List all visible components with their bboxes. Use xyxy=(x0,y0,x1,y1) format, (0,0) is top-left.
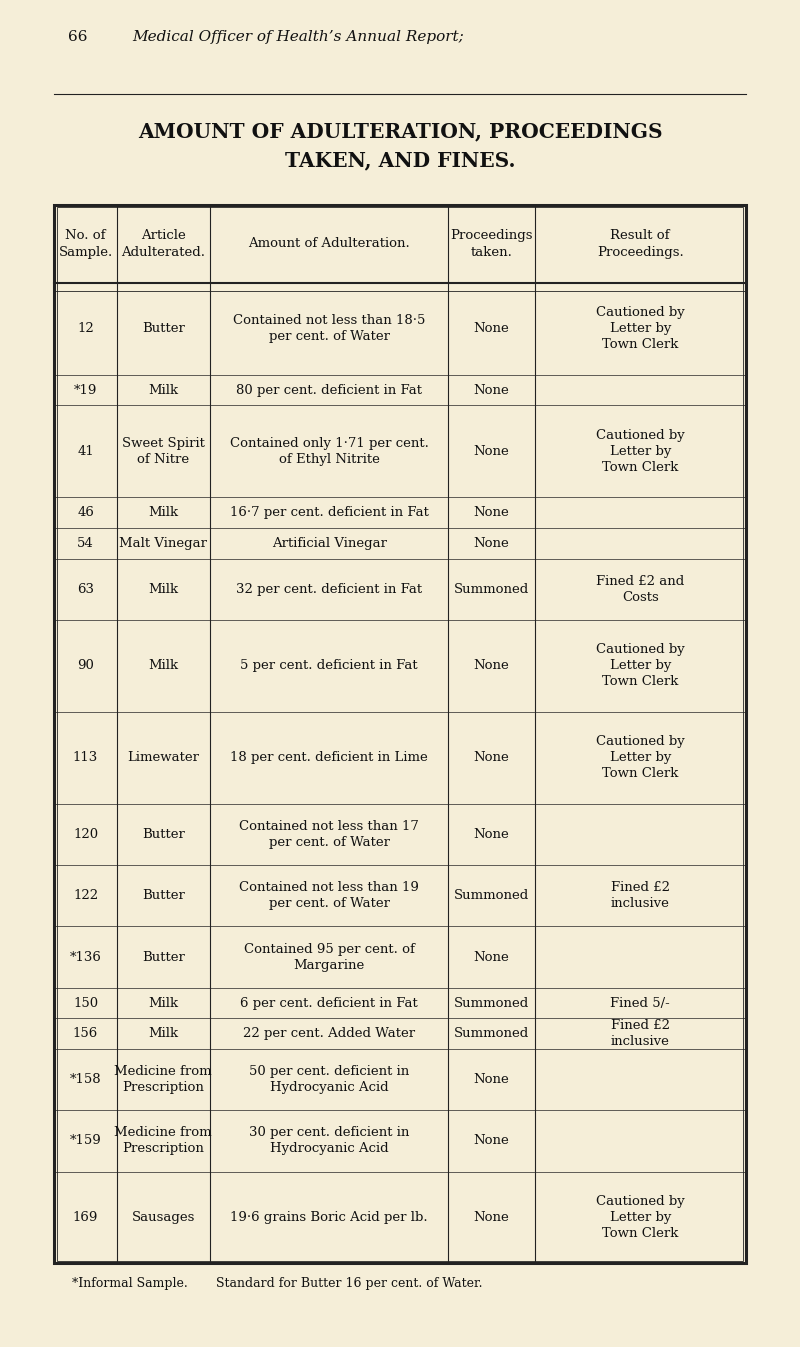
Text: 6 per cent. deficient in Fat: 6 per cent. deficient in Fat xyxy=(240,997,418,1009)
Text: None: None xyxy=(474,537,510,550)
Text: Fined 5/-: Fined 5/- xyxy=(610,997,670,1009)
Text: Result of
Proceedings.: Result of Proceedings. xyxy=(597,229,683,259)
Text: No. of
Sample.: No. of Sample. xyxy=(58,229,113,259)
Text: Sausages: Sausages xyxy=(131,1211,195,1224)
Text: 66: 66 xyxy=(68,30,87,43)
Text: Fined £2
inclusive: Fined £2 inclusive xyxy=(610,881,670,911)
Text: 54: 54 xyxy=(77,537,94,550)
Text: 113: 113 xyxy=(73,752,98,764)
Text: Proceedings
taken.: Proceedings taken. xyxy=(450,229,533,259)
Text: Contained not less than 17
per cent. of Water: Contained not less than 17 per cent. of … xyxy=(239,820,419,849)
Text: Artificial Vinegar: Artificial Vinegar xyxy=(272,537,386,550)
Text: Butter: Butter xyxy=(142,951,185,963)
Text: None: None xyxy=(474,384,510,396)
Text: 16·7 per cent. deficient in Fat: 16·7 per cent. deficient in Fat xyxy=(230,506,429,519)
Text: 169: 169 xyxy=(73,1211,98,1224)
Text: 156: 156 xyxy=(73,1028,98,1040)
Text: Summoned: Summoned xyxy=(454,583,530,595)
Text: Medicine from
Prescription: Medicine from Prescription xyxy=(114,1126,212,1156)
Text: Milk: Milk xyxy=(148,506,178,519)
Text: Cautioned by
Letter by
Town Clerk: Cautioned by Letter by Town Clerk xyxy=(596,644,685,688)
Text: Medicine from
Prescription: Medicine from Prescription xyxy=(114,1065,212,1094)
Text: Limewater: Limewater xyxy=(127,752,199,764)
Text: Cautioned by
Letter by
Town Clerk: Cautioned by Letter by Town Clerk xyxy=(596,735,685,780)
Text: TAKEN, AND FINES.: TAKEN, AND FINES. xyxy=(285,151,515,171)
Text: None: None xyxy=(474,660,510,672)
Text: Summoned: Summoned xyxy=(454,1028,530,1040)
Text: 46: 46 xyxy=(77,506,94,519)
Text: 12: 12 xyxy=(77,322,94,335)
Text: Standard for Butter 16 per cent. of Water.: Standard for Butter 16 per cent. of Wate… xyxy=(216,1277,482,1290)
Text: None: None xyxy=(474,951,510,963)
Text: Milk: Milk xyxy=(148,660,178,672)
Text: Cautioned by
Letter by
Town Clerk: Cautioned by Letter by Town Clerk xyxy=(596,428,685,474)
Text: None: None xyxy=(474,1074,510,1086)
Text: *158: *158 xyxy=(70,1074,102,1086)
Text: 80 per cent. deficient in Fat: 80 per cent. deficient in Fat xyxy=(236,384,422,396)
Text: 32 per cent. deficient in Fat: 32 per cent. deficient in Fat xyxy=(236,583,422,595)
Text: *159: *159 xyxy=(70,1134,102,1148)
Text: Fined £2
inclusive: Fined £2 inclusive xyxy=(610,1020,670,1048)
Text: Butter: Butter xyxy=(142,322,185,335)
Text: Milk: Milk xyxy=(148,384,178,396)
Text: 122: 122 xyxy=(73,889,98,902)
Text: 41: 41 xyxy=(77,445,94,458)
Text: Article
Adulterated.: Article Adulterated. xyxy=(122,229,206,259)
Text: 5 per cent. deficient in Fat: 5 per cent. deficient in Fat xyxy=(240,660,418,672)
Text: Milk: Milk xyxy=(148,997,178,1009)
Text: Amount of Adulteration.: Amount of Adulteration. xyxy=(248,237,410,251)
Text: None: None xyxy=(474,752,510,764)
Text: Medical Officer of Health’s Annual Report;: Medical Officer of Health’s Annual Repor… xyxy=(132,30,464,43)
Text: Cautioned by
Letter by
Town Clerk: Cautioned by Letter by Town Clerk xyxy=(596,306,685,352)
Text: None: None xyxy=(474,445,510,458)
Text: Contained only 1·71 per cent.
of Ethyl Nitrite: Contained only 1·71 per cent. of Ethyl N… xyxy=(230,436,429,466)
Text: 150: 150 xyxy=(73,997,98,1009)
Text: Contained not less than 19
per cent. of Water: Contained not less than 19 per cent. of … xyxy=(239,881,419,911)
Text: Butter: Butter xyxy=(142,889,185,902)
Text: AMOUNT OF ADULTERATION, PROCEEDINGS: AMOUNT OF ADULTERATION, PROCEEDINGS xyxy=(138,121,662,141)
Text: Malt Vinegar: Malt Vinegar xyxy=(119,537,207,550)
Text: 19·6 grains Boric Acid per lb.: 19·6 grains Boric Acid per lb. xyxy=(230,1211,428,1224)
Text: Cautioned by
Letter by
Town Clerk: Cautioned by Letter by Town Clerk xyxy=(596,1195,685,1241)
Text: None: None xyxy=(474,506,510,519)
Text: 63: 63 xyxy=(77,583,94,595)
Text: 30 per cent. deficient in
Hydrocyanic Acid: 30 per cent. deficient in Hydrocyanic Ac… xyxy=(249,1126,410,1156)
Text: *19: *19 xyxy=(74,384,97,396)
Text: Fined £2 and
Costs: Fined £2 and Costs xyxy=(596,575,684,603)
Text: 22 per cent. Added Water: 22 per cent. Added Water xyxy=(243,1028,415,1040)
Text: 90: 90 xyxy=(77,660,94,672)
Text: 18 per cent. deficient in Lime: 18 per cent. deficient in Lime xyxy=(230,752,428,764)
Text: None: None xyxy=(474,1211,510,1224)
Text: None: None xyxy=(474,828,510,841)
Text: 120: 120 xyxy=(73,828,98,841)
Text: Sweet Spirit
of Nitre: Sweet Spirit of Nitre xyxy=(122,436,205,466)
Text: *Informal Sample.: *Informal Sample. xyxy=(72,1277,188,1290)
Text: 50 per cent. deficient in
Hydrocyanic Acid: 50 per cent. deficient in Hydrocyanic Ac… xyxy=(249,1065,410,1094)
Text: Summoned: Summoned xyxy=(454,889,530,902)
Text: Contained not less than 18·5
per cent. of Water: Contained not less than 18·5 per cent. o… xyxy=(233,314,426,343)
Text: Contained 95 per cent. of
Margarine: Contained 95 per cent. of Margarine xyxy=(244,943,414,971)
Text: None: None xyxy=(474,1134,510,1148)
Text: Milk: Milk xyxy=(148,583,178,595)
Text: None: None xyxy=(474,322,510,335)
Text: Milk: Milk xyxy=(148,1028,178,1040)
Text: Butter: Butter xyxy=(142,828,185,841)
Text: Summoned: Summoned xyxy=(454,997,530,1009)
Text: *136: *136 xyxy=(70,951,102,963)
